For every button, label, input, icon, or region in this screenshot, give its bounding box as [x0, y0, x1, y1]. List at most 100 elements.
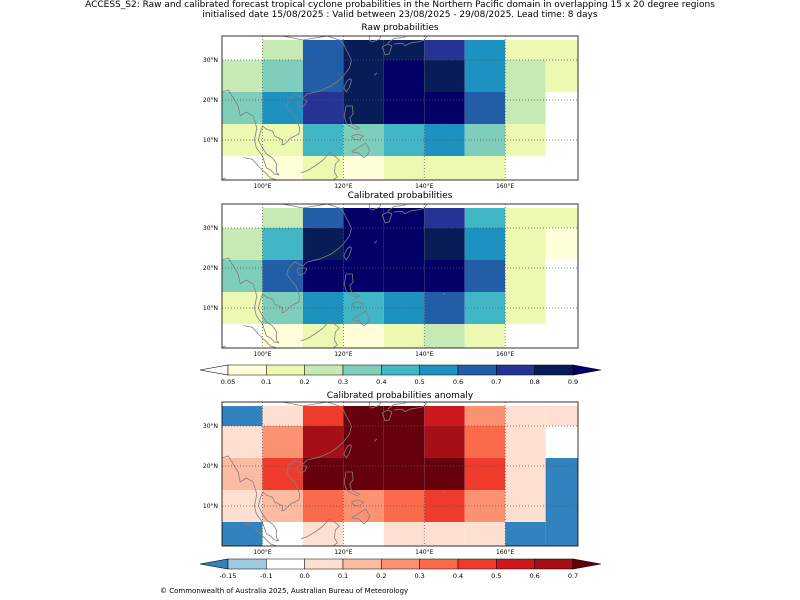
grid-cell	[383, 124, 425, 156]
map-panel-0	[222, 36, 578, 180]
grid-cell	[383, 92, 425, 124]
coastline	[222, 177, 227, 180]
y-tick-label: 10°N	[203, 305, 218, 312]
anom-colorbar-swatch	[266, 558, 305, 570]
grid-cell	[302, 260, 344, 292]
grid-cell	[545, 522, 578, 546]
grid-cell	[222, 92, 263, 124]
prob-colorbar-tick-label: 0.1	[261, 378, 271, 386]
prob-colorbar-swatch	[381, 364, 420, 376]
grid-cell	[302, 406, 344, 426]
grid-cell	[545, 40, 578, 60]
grid-cell	[545, 406, 578, 426]
grid-cell	[222, 60, 263, 92]
anom-colorbar-swatch	[304, 558, 344, 570]
grid-cell	[464, 458, 506, 490]
coastline	[351, 508, 371, 525]
grid-cell	[464, 92, 506, 124]
grid-cell	[424, 156, 465, 180]
grid-cell	[262, 522, 303, 546]
map-panel-2	[222, 402, 578, 546]
grid-cell	[505, 156, 546, 180]
x-tick-label: 120°E	[334, 351, 352, 358]
anom-colorbar-tick-label: 0.6	[529, 572, 539, 580]
grid-cell	[545, 208, 578, 228]
grid-cell	[424, 406, 465, 426]
coastline	[381, 43, 393, 56]
y-tick-label: 20°N	[203, 463, 218, 470]
grid-cell	[383, 208, 425, 228]
prob-colorbar-swatch	[266, 364, 305, 376]
prob-colorbar-swatch	[304, 364, 344, 376]
anom-colorbar-tick-label: 0.4	[453, 572, 463, 580]
grid-cell	[343, 40, 384, 60]
grid-cell	[302, 426, 344, 458]
coastline	[351, 142, 371, 159]
coastline	[343, 246, 352, 261]
anom-colorbar-tick-label: -0.15	[220, 572, 237, 580]
panel-title-calibrated: Calibrated probabilities	[347, 191, 453, 201]
coastline	[343, 78, 352, 93]
grid-cell	[505, 458, 546, 490]
grid-cell	[222, 260, 263, 292]
coastline	[373, 240, 378, 244]
grid-cell	[505, 40, 546, 60]
prob-colorbar-swatch	[227, 364, 267, 376]
grid-cell	[222, 426, 263, 458]
prob-colorbar-over-arrow	[572, 364, 602, 376]
anom-colorbar-tick-label: 0.5	[491, 572, 501, 580]
grid-cell	[262, 60, 303, 92]
grid-cell	[262, 324, 303, 348]
grid-cell	[383, 490, 425, 522]
coastline	[243, 325, 277, 348]
coastline	[351, 499, 365, 507]
grid-cell	[383, 60, 425, 92]
coastline	[343, 471, 361, 497]
coastline	[343, 273, 361, 299]
x-tick-label: 160°E	[496, 351, 514, 358]
figure-title: ACCESS_S2: Raw and calibrated forecast t…	[85, 0, 715, 10]
y-tick-label: 20°N	[203, 97, 218, 104]
prob-colorbar-tick-label: 0.6	[453, 378, 463, 386]
panel-frame	[221, 203, 579, 349]
prob-colorbar-tick-label: 0.7	[491, 378, 501, 386]
grid-cell	[343, 522, 384, 546]
grid-cell	[343, 458, 384, 490]
coastline	[300, 320, 340, 348]
coastline	[222, 345, 227, 348]
anom-colorbar-swatch	[534, 558, 574, 570]
grid-cell	[222, 228, 263, 260]
grid-cell	[464, 292, 506, 324]
grid-cell	[505, 208, 546, 228]
prob-colorbar-tick-label: 0.2	[299, 378, 309, 386]
grid-cell	[464, 522, 506, 546]
prob-colorbar-under-arrow	[199, 364, 229, 376]
y-tick-label: 30°N	[203, 57, 218, 64]
grid-cell	[464, 228, 506, 260]
grid-cell	[302, 228, 344, 260]
panel-title-raw: Raw probabilities	[361, 23, 439, 33]
grid-cell	[464, 406, 506, 426]
figure-subtitle: initialised date 15/08/2025 : Valid betw…	[202, 10, 598, 20]
coastline	[222, 543, 227, 546]
grid-cell	[222, 156, 263, 180]
anom-colorbar-swatch	[227, 558, 267, 570]
x-tick-label: 100°E	[253, 351, 271, 358]
coastline	[373, 72, 378, 76]
grid-cell	[383, 260, 425, 292]
prob-colorbar-tick-label: 0.4	[376, 378, 386, 386]
grid-cell	[464, 324, 506, 348]
grid-cell	[222, 324, 263, 348]
coastline	[368, 402, 381, 409]
prob-colorbar-tick-label: 0.05	[221, 378, 235, 386]
coastline	[243, 157, 277, 180]
prob-colorbar-tick-label: 0.9	[568, 378, 578, 386]
x-tick-label: 120°E	[334, 549, 352, 556]
grid-cell	[545, 260, 578, 292]
grid-cell	[302, 60, 344, 92]
grid-cell	[343, 324, 384, 348]
grid-cell	[262, 228, 303, 260]
coastline	[243, 523, 277, 546]
anom-colorbar-tick-label: 0.3	[414, 572, 424, 580]
prob-colorbar-swatch	[457, 364, 497, 376]
